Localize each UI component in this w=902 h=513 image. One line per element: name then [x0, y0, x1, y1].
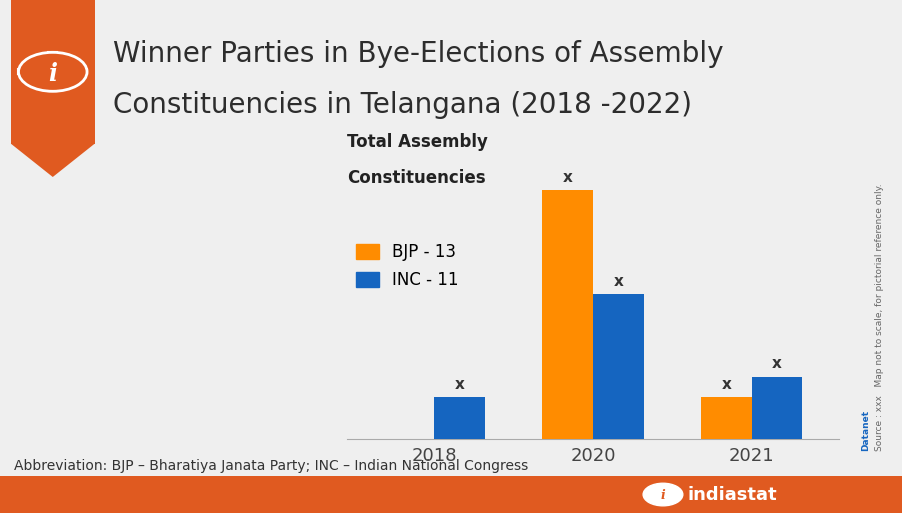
- Bar: [594, 294, 644, 439]
- Text: i: i: [660, 489, 666, 502]
- Text: x: x: [722, 377, 732, 392]
- Text: Datanet: Datanet: [861, 410, 870, 451]
- Text: x: x: [613, 273, 623, 288]
- Text: Total Assembly: Total Assembly: [347, 133, 488, 151]
- Text: Constituencies in Telangana (2018 -2022): Constituencies in Telangana (2018 -2022): [113, 91, 692, 119]
- Bar: [701, 397, 751, 439]
- Text: indiastat: indiastat: [687, 485, 777, 504]
- Text: media: media: [778, 485, 840, 504]
- Legend: BJP - 13, INC - 11: BJP - 13, INC - 11: [355, 243, 459, 289]
- Text: x: x: [772, 357, 782, 371]
- Bar: [435, 397, 485, 439]
- Text: Abbreviation: BJP – Bharatiya Janata Party; INC – Indian National Congress: Abbreviation: BJP – Bharatiya Janata Par…: [14, 459, 528, 473]
- Bar: [751, 377, 803, 439]
- Text: Winner Parties in Bye-Elections of Assembly: Winner Parties in Bye-Elections of Assem…: [113, 40, 723, 68]
- Text: x: x: [455, 377, 465, 392]
- Text: Constituencies: Constituencies: [347, 169, 486, 187]
- Text: Source : xxx   Map not to scale, for pictorial reference only.: Source : xxx Map not to scale, for picto…: [875, 184, 884, 451]
- Text: i: i: [49, 63, 57, 86]
- Bar: [542, 190, 594, 439]
- Text: x: x: [563, 170, 573, 185]
